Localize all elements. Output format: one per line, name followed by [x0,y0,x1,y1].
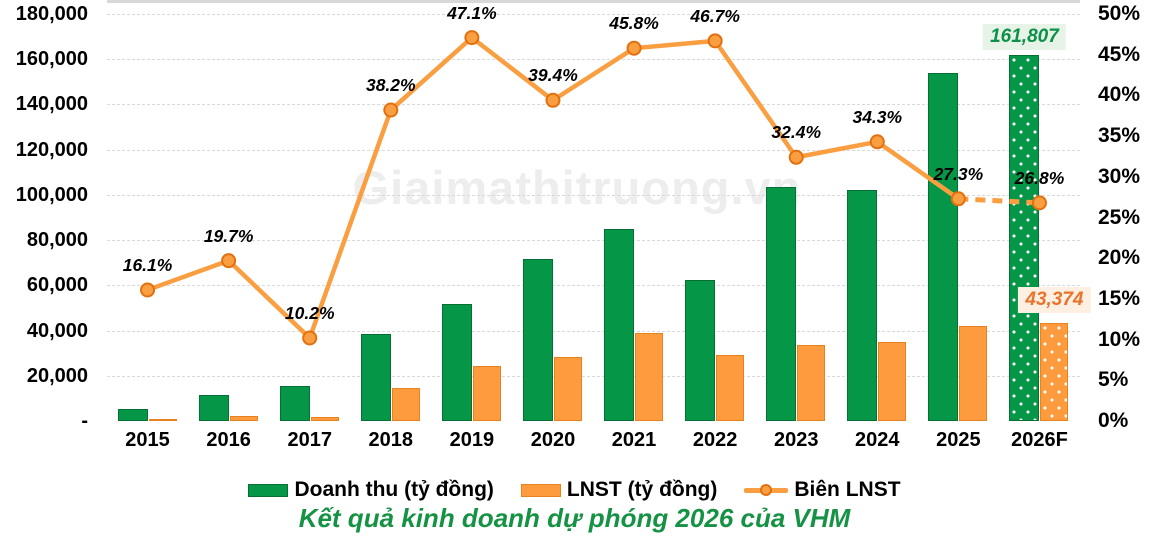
lnst-bar-2017 [310,417,339,421]
revenue-bar-2018 [360,333,391,421]
lnst-bar-2026F [1040,322,1069,421]
lnst-bar-2019 [472,366,501,421]
x-axis-tick-2026F: 2026F [1011,429,1068,451]
lnst-bar-2021 [635,332,664,421]
margin-label-2020: 39.4% [528,65,578,86]
margin-point-2018 [383,102,399,118]
y-axis-right-tick: 45% [1098,42,1141,66]
watermark: Giaimathitruong.vn [352,161,802,214]
revenue-swatch-icon [248,483,289,497]
y-axis-left-tick: 60,000 [26,274,88,297]
y-axis-right-tick: 15% [1098,286,1141,310]
lnst-bar-2020 [553,357,582,421]
x-axis-tick-2017: 2017 [287,429,332,451]
y-axis-left-tick: 20,000 [26,364,88,387]
margin-label-2023: 32.4% [771,122,822,143]
y-axis-left-tick: 140,000 [15,93,88,116]
y-axis-right-tick: 35% [1098,124,1141,148]
revenue-bar-2026F [1009,55,1040,421]
y-axis-right-tick: 40% [1098,83,1141,107]
lnst-bar-2016 [229,415,258,421]
y-axis-left-tick: 120,000 [15,138,88,161]
x-axis-tick-2015: 2015 [125,429,170,451]
margin-label-2025: 27.3% [933,163,984,184]
margin-label-2019: 47.1% [447,2,497,23]
lnst-swatch-icon [520,483,561,497]
y-axis-right-tick: 0% [1098,409,1129,432]
x-axis-tick-2016: 2016 [206,429,251,451]
margin-point-2021 [626,40,642,56]
margin-line-marker-icon [744,484,789,496]
margin-label-2017: 10.2% [284,302,335,323]
legend-item-revenue: Doanh thu (tỷ đồng) [248,478,494,502]
y-axis-right-tick: 10% [1098,327,1141,351]
legend: Doanh thu (tỷ đồng) LNST (tỷ đồng) Biên … [0,478,1149,502]
margin-label-2026F: 26.8% [1014,167,1065,188]
y-axis-right-tick: 25% [1098,205,1141,229]
x-axis-tick-2022: 2022 [692,429,738,451]
lnst-bar-2015 [148,418,177,421]
margin-label-2018: 38.2% [365,75,416,96]
y-axis-left-tick: 100,000 [15,183,88,206]
gridline [107,375,1080,377]
lnst-2026-value-label: 43,374 [1018,286,1091,313]
margin-label-2021: 45.8% [609,13,659,34]
x-axis-tick-2024: 2024 [855,429,900,451]
margin-label-2022: 46.7% [690,5,740,26]
chart-title: Kết quả kinh doanh dự phóng 2026 của VHM [298,503,851,533]
lnst-bar-2018 [391,387,420,421]
x-axis-tick-2019: 2019 [449,429,495,451]
y-axis-left-tick: 180,000 [15,3,88,25]
y-axis-left-tick: - [81,410,88,432]
revenue-bar-2022 [685,279,716,421]
x-axis-tick-2025: 2025 [936,429,981,451]
x-axis-tick-2023: 2023 [773,429,819,451]
revenue-bar-2023 [766,186,797,421]
margin-label-2024: 34.3% [852,106,903,127]
margin-label-2015: 16.1% [122,254,173,275]
y-axis-right-tick: 5% [1098,368,1129,392]
revenue-bar-2019 [441,304,472,421]
revenue-2026-value-label: 161,807 [983,24,1066,51]
margin-point-2016 [221,253,237,269]
y-axis-left-tick: 160,000 [15,48,88,71]
revenue-bar-2016 [198,394,229,421]
margin-point-2017 [302,330,318,346]
revenue-bar-2020 [522,259,553,421]
legend-item-margin: Biên LNST [744,478,901,502]
x-axis-tick-2021: 2021 [611,429,657,451]
revenue-bar-2024 [847,189,878,421]
x-axis-tick-2018: 2018 [368,429,414,451]
revenue-bar-2021 [604,228,635,421]
y-axis-left-tick: 80,000 [26,229,88,252]
lnst-bar-2025 [959,326,988,421]
x-axis-line [107,0,1080,3]
revenue-bar-2015 [117,408,148,421]
lnst-bar-2022 [716,354,745,421]
margin-point-2019 [464,30,480,46]
legend-label-lnst: LNST (tỷ đồng) [566,478,718,501]
revenue-bar-2025 [928,72,959,421]
y-axis-right-tick: 30% [1098,164,1141,188]
gridline [107,59,1080,61]
margin-point-2024 [869,134,885,150]
gridline [107,14,1080,15]
legend-label-revenue: Doanh thu (tỷ đồng) [294,478,494,501]
y-axis-right-tick: 20% [1098,246,1141,270]
lnst-bar-2024 [878,341,907,421]
margin-point-2022 [707,33,723,49]
y-axis-right-tick: 50% [1098,2,1141,25]
legend-item-lnst: LNST (tỷ đồng) [520,478,718,502]
margin-label-2016: 19.7% [203,225,254,246]
legend-label-margin: Biên LNST [794,478,901,501]
y-axis-left-tick: 40,000 [26,319,88,342]
revenue-bar-2017 [279,385,310,421]
lnst-bar-2023 [797,345,826,421]
x-axis-tick-2020: 2020 [530,429,576,451]
